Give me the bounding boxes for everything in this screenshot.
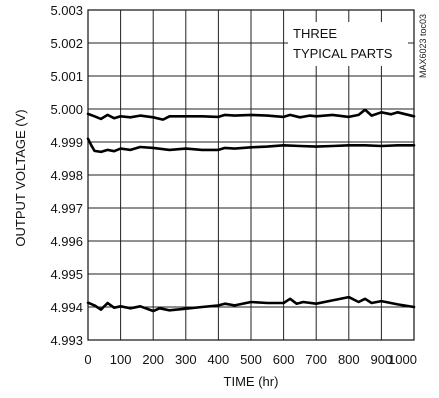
y-axis-label: OUTPUT VOLTAGE (V): [13, 109, 28, 246]
x-axis-label: TIME (hr): [224, 374, 279, 389]
x-tick-label: 900: [371, 352, 393, 367]
x-tick-label: 700: [305, 352, 327, 367]
series-line-3: [86, 295, 416, 313]
x-tick-label: 500: [240, 352, 262, 367]
x-tick-label: 800: [338, 352, 360, 367]
annotation-backdrop: [288, 22, 408, 66]
series-line-1: [86, 108, 416, 121]
annotation-line-1: THREE: [293, 26, 337, 41]
y-tick-label: 5.001: [50, 69, 83, 84]
y-tick-label: 5.002: [50, 36, 83, 51]
y-tick-label: 4.999: [50, 135, 83, 150]
x-tick-label: 1000: [388, 352, 417, 367]
y-tick-label: 4.996: [50, 234, 83, 249]
y-tick-label: 4.997: [50, 201, 83, 216]
x-tick-label: 600: [273, 352, 295, 367]
y-tick-label: 5.003: [50, 3, 83, 18]
plot-frame: [87, 9, 415, 341]
figure-code: MAX6023 toc03: [418, 14, 428, 78]
y-tick-label: 4.998: [50, 168, 83, 183]
y-tick-label: 4.994: [50, 300, 83, 315]
y-tick-labels: 4.993 4.994 4.995 4.996 4.997 4.998 4.999 5.000…: [50, 3, 83, 348]
x-tick-label: 200: [142, 352, 164, 367]
y-tick-label: 4.993: [50, 333, 83, 348]
x-tick-label: 300: [175, 352, 197, 367]
x-tick-label: 100: [110, 352, 132, 367]
y-tick-label: 4.995: [50, 267, 83, 282]
x-tick-label: 400: [208, 352, 230, 367]
series-line-2: [86, 137, 416, 154]
annotation-line-2: TYPICAL PARTS: [293, 46, 393, 61]
y-tick-label: 5.000: [50, 102, 83, 117]
grid-lines: [88, 10, 414, 340]
x-tick-label: 0: [84, 352, 91, 367]
series-group: [86, 108, 416, 313]
